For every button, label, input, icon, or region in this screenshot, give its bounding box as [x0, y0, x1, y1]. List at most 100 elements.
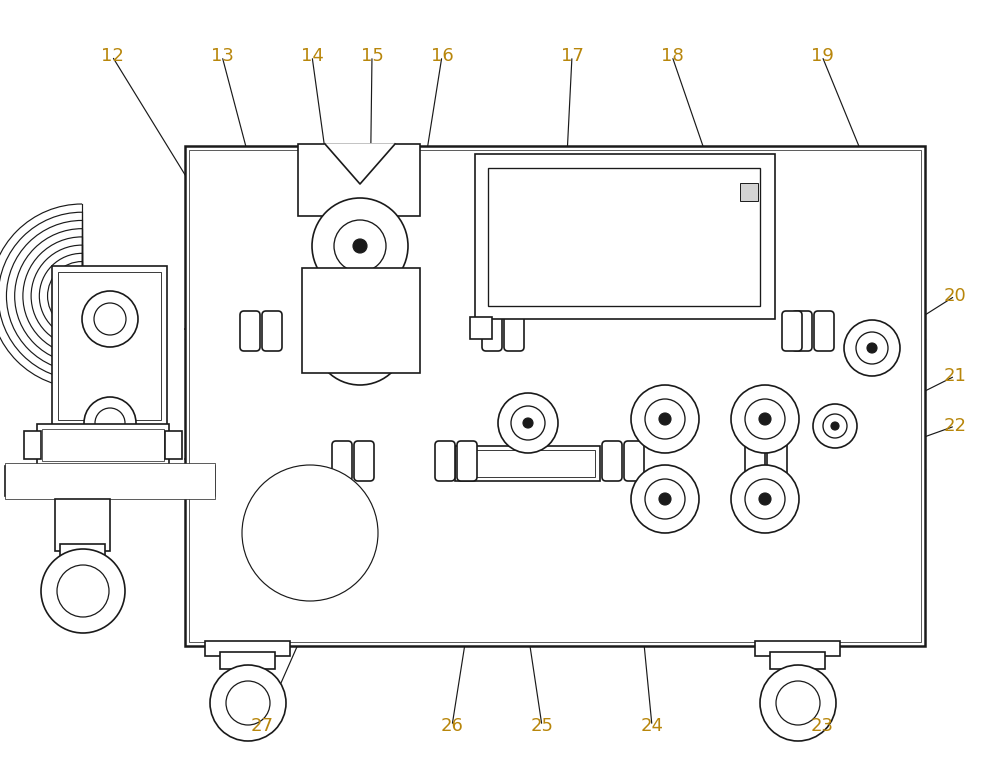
Circle shape	[226, 681, 270, 725]
Circle shape	[844, 320, 900, 376]
Bar	[42, 429, 164, 461]
Bar	[185, 146, 925, 646]
Circle shape	[759, 413, 771, 425]
Circle shape	[856, 332, 888, 364]
Bar	[189, 150, 921, 642]
FancyBboxPatch shape	[624, 441, 644, 481]
Bar	[37, 424, 169, 466]
Bar	[5, 466, 215, 496]
Text: 23: 23	[811, 717, 834, 735]
FancyBboxPatch shape	[262, 311, 282, 351]
Text: 26: 26	[441, 717, 463, 735]
Text: 20: 20	[944, 287, 966, 305]
Circle shape	[776, 681, 820, 725]
Bar	[60, 544, 105, 556]
Circle shape	[498, 393, 558, 453]
Circle shape	[289, 512, 331, 554]
Text: 12: 12	[101, 47, 123, 65]
Circle shape	[314, 293, 406, 385]
Circle shape	[760, 665, 836, 741]
Circle shape	[645, 479, 685, 519]
Bar	[740, 183, 758, 201]
Bar	[475, 154, 775, 319]
Bar	[55, 499, 110, 551]
FancyBboxPatch shape	[457, 441, 477, 481]
Bar	[205, 641, 290, 656]
Text: 14: 14	[301, 47, 323, 65]
Circle shape	[659, 493, 671, 505]
FancyBboxPatch shape	[332, 441, 352, 481]
Circle shape	[867, 343, 877, 353]
Circle shape	[210, 665, 286, 741]
Text: 16: 16	[431, 47, 453, 65]
FancyBboxPatch shape	[345, 311, 365, 351]
FancyBboxPatch shape	[745, 441, 765, 481]
Bar	[58, 272, 161, 420]
Circle shape	[84, 397, 136, 449]
Text: 18: 18	[661, 47, 683, 65]
Text: 19: 19	[811, 47, 833, 65]
Bar	[302, 268, 420, 373]
Circle shape	[745, 479, 785, 519]
Circle shape	[631, 385, 699, 453]
FancyBboxPatch shape	[367, 311, 387, 351]
Circle shape	[759, 493, 771, 505]
FancyBboxPatch shape	[792, 311, 812, 351]
Circle shape	[731, 385, 799, 453]
Circle shape	[273, 497, 347, 569]
Circle shape	[659, 413, 671, 425]
Circle shape	[353, 239, 367, 253]
Circle shape	[745, 399, 785, 439]
FancyBboxPatch shape	[354, 441, 374, 481]
Circle shape	[82, 291, 138, 347]
FancyBboxPatch shape	[602, 441, 622, 481]
Bar	[770, 652, 825, 669]
Bar	[5, 463, 215, 499]
Text: 24: 24	[640, 717, 664, 735]
Circle shape	[312, 198, 408, 294]
Text: 25: 25	[530, 717, 554, 735]
Text: 22: 22	[944, 417, 967, 435]
Circle shape	[645, 399, 685, 439]
Bar	[755, 641, 840, 656]
FancyBboxPatch shape	[435, 441, 455, 481]
Bar	[298, 144, 420, 216]
Circle shape	[831, 422, 839, 430]
Circle shape	[57, 565, 109, 617]
Text: 21: 21	[944, 367, 966, 385]
Bar	[24, 431, 41, 459]
Circle shape	[334, 220, 386, 272]
Bar	[488, 168, 760, 306]
Text: 27: 27	[250, 717, 274, 735]
Circle shape	[242, 465, 378, 601]
Bar	[460, 450, 595, 477]
Bar	[52, 266, 167, 426]
Text: 13: 13	[211, 47, 233, 65]
FancyBboxPatch shape	[240, 311, 260, 351]
FancyBboxPatch shape	[482, 311, 502, 351]
Text: 17: 17	[561, 47, 583, 65]
Bar	[455, 446, 600, 481]
Circle shape	[823, 414, 847, 438]
Text: 15: 15	[361, 47, 383, 65]
Bar	[470, 317, 492, 339]
Circle shape	[281, 505, 339, 562]
Circle shape	[297, 520, 323, 546]
Circle shape	[94, 303, 126, 335]
FancyBboxPatch shape	[814, 311, 834, 351]
Circle shape	[523, 418, 533, 428]
Bar	[220, 652, 275, 669]
FancyBboxPatch shape	[782, 311, 802, 351]
Circle shape	[731, 465, 799, 533]
Circle shape	[250, 473, 370, 593]
Circle shape	[334, 313, 386, 365]
Circle shape	[258, 481, 362, 585]
Circle shape	[95, 408, 125, 438]
Circle shape	[631, 465, 699, 533]
Circle shape	[813, 404, 857, 448]
Circle shape	[41, 549, 125, 633]
Circle shape	[353, 332, 367, 346]
FancyBboxPatch shape	[767, 441, 787, 481]
Circle shape	[266, 489, 354, 577]
FancyBboxPatch shape	[504, 311, 524, 351]
